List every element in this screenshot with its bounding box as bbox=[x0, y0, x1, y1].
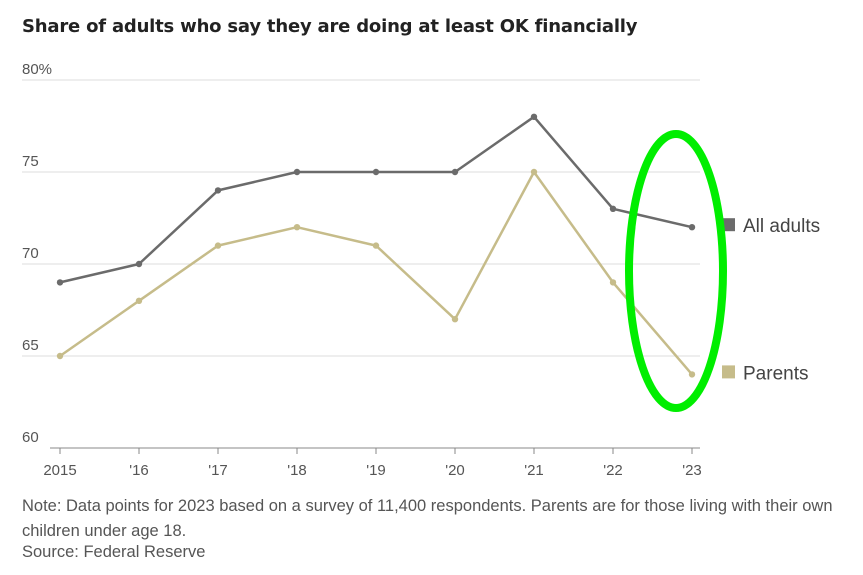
data-point bbox=[372, 168, 380, 176]
x-tick-label: '16 bbox=[129, 462, 149, 479]
chart-note: Note: Data points for 2023 based on a su… bbox=[22, 497, 833, 540]
y-tick-label: 65 bbox=[22, 337, 39, 354]
y-tick-label: 75 bbox=[22, 153, 39, 170]
data-point bbox=[56, 279, 64, 286]
legend-label: All adults bbox=[743, 216, 820, 237]
data-point bbox=[530, 113, 538, 121]
x-tick-label: '20 bbox=[445, 462, 465, 479]
data-point bbox=[214, 242, 222, 249]
x-tick-label: '21 bbox=[524, 462, 544, 479]
legend-swatch bbox=[722, 365, 735, 379]
x-tick-label: '22 bbox=[603, 462, 623, 479]
data-point bbox=[56, 352, 64, 360]
data-point bbox=[135, 260, 143, 268]
data-point bbox=[609, 279, 617, 286]
series-line bbox=[59, 115, 693, 284]
legend-swatch bbox=[722, 218, 735, 232]
data-point bbox=[688, 371, 696, 378]
y-tick-label: 70 bbox=[22, 245, 39, 262]
data-point bbox=[372, 242, 380, 249]
legend-label: Parents bbox=[743, 363, 808, 384]
x-tick-label: '17 bbox=[208, 462, 228, 479]
x-tick-label: '18 bbox=[287, 462, 307, 479]
data-point bbox=[451, 168, 459, 176]
y-axis-ticks: 80% 75 70 65 60 bbox=[22, 61, 52, 446]
x-tick-label: 2015 bbox=[43, 462, 76, 479]
data-point bbox=[688, 224, 696, 231]
chart-source: Source: Federal Reserve bbox=[22, 543, 206, 561]
series-line bbox=[59, 170, 693, 376]
data-point bbox=[293, 168, 301, 176]
legend: All adults Parents bbox=[722, 216, 820, 384]
y-tick-label: 80% bbox=[22, 61, 52, 78]
chart-title: Share of adults who say they are doing a… bbox=[22, 16, 638, 37]
y-tick-label: 60 bbox=[22, 429, 39, 446]
gridlines bbox=[22, 79, 700, 357]
x-tick-label: '19 bbox=[366, 462, 386, 479]
x-axis: 2015 '16 '17 '18 '19 '20 '21 '22 '23 bbox=[43, 447, 702, 479]
data-point bbox=[293, 224, 301, 231]
highlight-ellipse bbox=[625, 130, 727, 412]
data-point bbox=[609, 205, 617, 212]
data-point bbox=[530, 168, 538, 176]
data-point bbox=[135, 297, 143, 304]
x-tick-label: '23 bbox=[682, 462, 702, 479]
series-points bbox=[56, 113, 696, 378]
data-point bbox=[214, 187, 222, 194]
annotation bbox=[625, 130, 727, 412]
data-point bbox=[451, 316, 459, 323]
